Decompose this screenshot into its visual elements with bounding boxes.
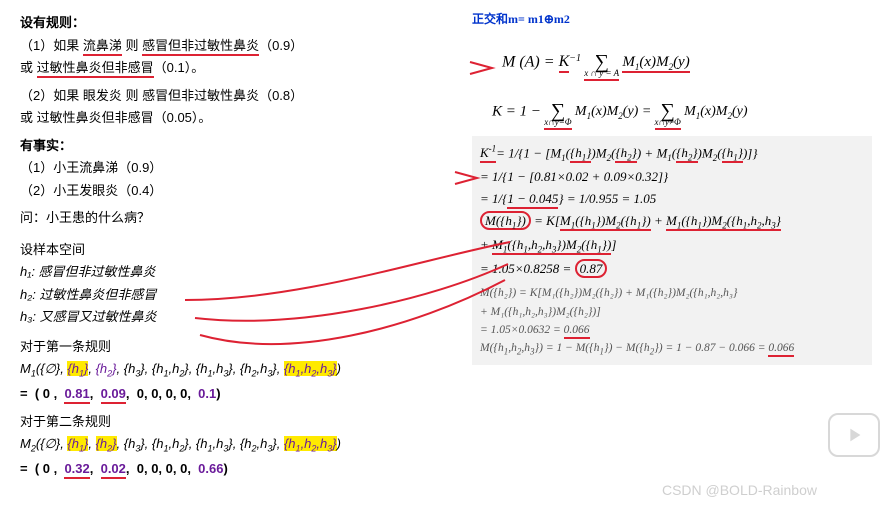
calc-line-3: = 1/{1 − 0.045} = 1/0.955 = 1.05 bbox=[480, 188, 864, 210]
hypothesis-2: h₂: 过敏性鼻炎但非感冒 bbox=[20, 285, 450, 305]
left-column: 设有规则： （1）如果 流鼻涕 则 感冒但非过敏性鼻炎（0.9） 或 过敏性鼻炎… bbox=[20, 10, 450, 482]
rule-1-line-a: （1）如果 流鼻涕 则 感冒但非过敏性鼻炎（0.9） bbox=[20, 36, 450, 56]
sample-space-heading: 设样本空间 bbox=[20, 240, 450, 260]
m1-sets: M1({∅}, {h1}, {h2}, {h3}, {h1,h2}, {h1,h… bbox=[20, 359, 450, 381]
fact-2: （2）小王发眼炎（0.4） bbox=[20, 181, 450, 201]
rule2-label: 对于第二条规则 bbox=[20, 412, 450, 432]
calc-sub-3: = 1.05×0.0632 = 0.066 bbox=[480, 321, 864, 339]
facts-heading: 有事实： bbox=[20, 136, 450, 156]
hypothesis-3: h₃: 又感冒又过敏性鼻炎 bbox=[20, 307, 450, 327]
fact-1: （1）小王流鼻涕（0.9） bbox=[20, 158, 450, 178]
watermark: CSDN @BOLD-Rainbow bbox=[662, 480, 817, 501]
hypothesis-1: h₁: 感冒但非过敏性鼻炎 bbox=[20, 262, 450, 282]
rule-2-line-b: 或 过敏性鼻炎但非感冒（0.05）。 bbox=[20, 108, 450, 128]
calc-line-4: M({h1}) = K[M1({h1})M2({h1}) + M1({h1})M… bbox=[480, 210, 864, 234]
m2-values: = ( 0 , 0.32, 0.02, 0, 0, 0, 0, 0.66) bbox=[20, 459, 450, 479]
calc-sub-block: M({h₂}) = K[M₁({h₂})M₂({h₂}) + M₁({h₂})M… bbox=[480, 284, 864, 359]
calc-line-5: + M1({h1,h2,h3})M2({h1})] bbox=[480, 234, 864, 258]
calc-line-1: K-1= 1/{1 − [M1({h1})M2({h2}) + M1({h2})… bbox=[480, 142, 864, 166]
calc-sub-2: + M₁({h₁,h₂,h₃})M₂({h₂})] bbox=[480, 303, 864, 321]
calc-sub-1: M({h₂}) = K[M₁({h₂})M₂({h₂}) + M₁({h₂})M… bbox=[480, 284, 864, 302]
rule-2-line-a: （2）如果 眼发炎 则 感冒但非过敏性鼻炎（0.8） bbox=[20, 86, 450, 106]
k-formula: K = 1 − ∑ x∩y=Φ M1(x)M2(y) = ∑ x∩y≠Φ M1(… bbox=[492, 95, 872, 130]
question: 问：小王患的什么病？ bbox=[20, 208, 450, 228]
orthogonal-sum-note: 正交和m= m1⊕m2 bbox=[472, 10, 872, 28]
calc-line-2: = 1/{1 − [0.81×0.02 + 0.09×0.32]} bbox=[480, 166, 864, 188]
right-column: 正交和m= m1⊕m2 M (A) = K−1 ∑ x ∩ y = A M1(x… bbox=[472, 10, 872, 365]
m2-sets: M2({∅}, {h1}, {h2}, {h3}, {h1,h2}, {h1,h… bbox=[20, 434, 450, 456]
calc-box: K-1= 1/{1 − [M1({h1})M2({h2}) + M1({h2})… bbox=[472, 136, 872, 365]
rule1-label: 对于第一条规则 bbox=[20, 337, 450, 357]
calc-line-6: = 1.05×0.8258 = 0.87 bbox=[480, 258, 864, 280]
rule-1-line-b: 或 过敏性鼻炎但非感冒（0.1）。 bbox=[20, 58, 450, 78]
m1-values: = ( 0 , 0.81, 0.09, 0, 0, 0, 0, 0.1) bbox=[20, 384, 450, 404]
play-icon[interactable] bbox=[828, 413, 880, 457]
ma-formula: M (A) = K−1 ∑ x ∩ y = A M1(x)M2(y) bbox=[502, 46, 872, 81]
calc-sub-4: M({h1,h2,h3}) = 1 − M({h1}) − M({h2}) = … bbox=[480, 339, 864, 359]
rules-heading: 设有规则： bbox=[20, 13, 450, 33]
